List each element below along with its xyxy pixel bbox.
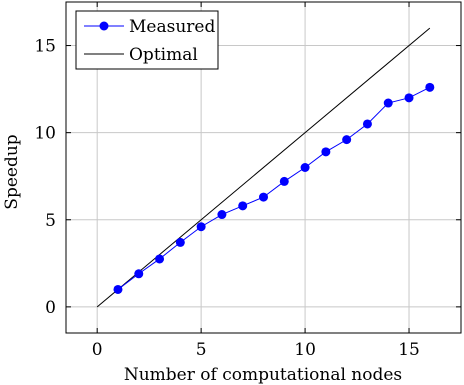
data-point-measured-16 [425,82,435,92]
plot-frame [65,1,462,334]
data-point-measured-12 [342,135,352,145]
y-tick-label-0: 0 [45,298,56,318]
data-point-measured-3 [155,254,165,264]
data-point-measured-4 [175,237,185,247]
data-point-measured-8 [259,192,268,202]
x-tick-label-10: 10 [294,340,316,360]
data-point-measured-7 [238,201,248,211]
y-tick-label-10: 10 [34,124,56,144]
series [96,27,435,308]
data-point-measured-10 [300,163,310,172]
data-point-measured-14 [383,98,393,108]
y-tick-label-15: 15 [34,37,56,57]
series-line-measured [117,86,431,290]
legend-optimal-label: Optimal [129,45,198,65]
y-tick-label-5: 5 [45,211,56,231]
data-point-measured-1 [113,284,123,294]
legend-box [75,10,219,70]
y-axis-label: Speedup [2,134,22,209]
legend: Measured Optimal [75,10,219,70]
data-point-measured-6 [217,210,227,220]
legend-measured-label: Measured [129,17,215,37]
legend-measured-marker [99,21,109,31]
data-point-measured-13 [362,119,372,129]
x-axis-label: Number of computational nodes [124,365,402,385]
x-tick-label-5: 5 [196,340,207,360]
x-tick-label-0: 0 [92,340,103,360]
data-point-measured-11 [321,147,331,157]
series-line-optimal [96,27,431,308]
axis-ticks: 0 5 10 15 0 5 10 15 [34,2,461,360]
x-tick-label-15: 15 [398,340,420,360]
data-point-measured-2 [134,269,144,279]
data-point-measured-5 [196,222,206,232]
data-point-measured-15 [404,93,414,103]
data-point-measured-9 [279,176,289,186]
